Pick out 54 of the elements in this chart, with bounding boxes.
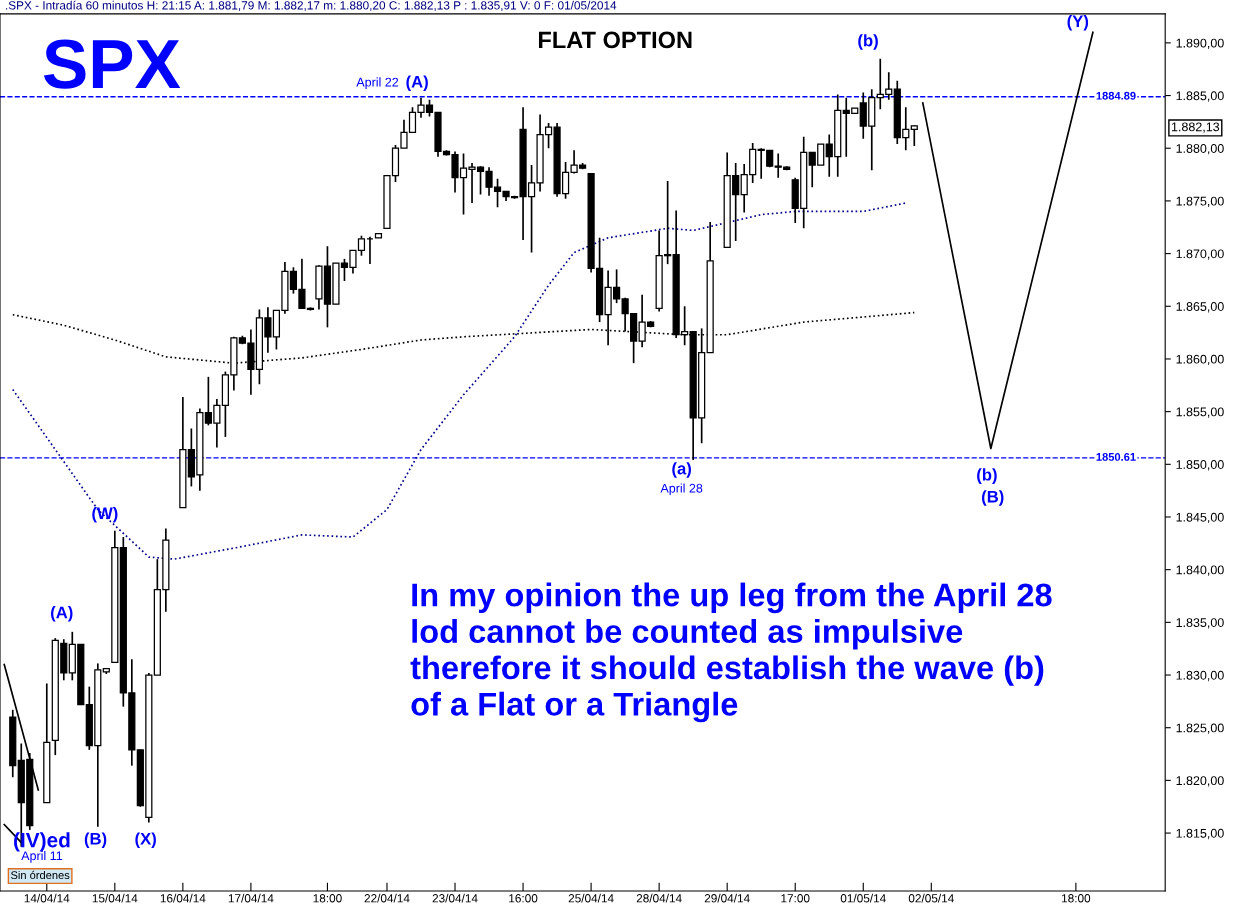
annotation: April 22 — [356, 77, 399, 90]
text: FLAT OPTION — [538, 31, 692, 49]
x-tick-label: 15/04/14 — [92, 893, 138, 903]
y-tick-label: 1.835,00 — [1176, 618, 1224, 629]
y-tick-label: 1.890,00 — [1176, 38, 1224, 49]
y-tick-label: 1.855,00 — [1176, 407, 1224, 418]
annotation: April 11 — [21, 850, 63, 863]
text: .SPX - Intradía 60 minutos H: 21:15 A: 1.881,79 M: 1.882,17 m: 1.880,20 C: 1.882,13 P : 1.835,91 V: 0 F: 01/05/2014 — [6, 0, 617, 11]
x-tick-label: 17:00 — [781, 894, 810, 903]
y-tick-label: 1.845,00 — [1176, 512, 1224, 524]
ref-line-label: 1850.61 — [1096, 453, 1136, 461]
y-tick-label: 1.815,00 — [1176, 828, 1224, 840]
annotation: (b) — [977, 468, 997, 484]
x-tick-label: 17/04/14 — [228, 893, 274, 903]
x-tick-label: 25/04/14 — [568, 893, 614, 903]
x-tick-label: 02/05/14 — [908, 893, 954, 903]
y-tick-label: 1.875,00 — [1176, 196, 1224, 208]
y-tick-label: 1.885,00 — [1176, 91, 1224, 102]
annotation: (Y) — [1067, 14, 1089, 31]
annotation: (a) — [672, 462, 691, 478]
x-tick-label: 29/04/14 — [704, 893, 750, 903]
annotation: (A) — [51, 606, 73, 622]
y-tick-label: 1.870,00 — [1176, 249, 1224, 260]
annotation: (B) — [84, 832, 107, 848]
annotation: (B) — [982, 490, 1004, 506]
x-tick-label: 16:00 — [509, 894, 538, 903]
x-tick-label: 28/04/14 — [636, 893, 682, 903]
x-tick-label: 22/04/14 — [364, 893, 410, 903]
annotation: SPX — [43, 39, 181, 89]
x-tick-label: 18:00 — [1062, 894, 1091, 903]
y-tick-label: 1.825,00 — [1176, 723, 1224, 734]
annotation: (X) — [135, 832, 156, 848]
y-tick-label: 1.860,00 — [1176, 354, 1224, 366]
text: 1.882,13 — [1171, 122, 1220, 133]
x-tick-label: 18:00 — [313, 894, 342, 903]
ref-line-label: 1884.89 — [1096, 91, 1136, 100]
x-tick-label: 16/04/14 — [160, 893, 206, 903]
y-tick-label: 1.840,00 — [1176, 565, 1224, 576]
annotation: (A) — [406, 75, 428, 91]
y-tick-label: 1.865,00 — [1176, 302, 1224, 313]
x-tick-label: 23/04/14 — [432, 893, 478, 903]
annotation: April 28 — [660, 483, 703, 496]
x-tick-label: 01/05/14 — [840, 893, 886, 903]
y-tick-label: 1.820,00 — [1176, 776, 1224, 787]
candlestick — [910, 124, 918, 147]
line-series — [11, 202, 907, 560]
annotation: (b) — [858, 34, 878, 50]
annotation: (W) — [92, 506, 118, 523]
y-tick-label: 1.880,00 — [1176, 144, 1224, 155]
annotation: Sin órdenes — [10, 870, 70, 880]
y-tick-label: 1.850,00 — [1176, 460, 1224, 471]
annotation: In my opinion the up leg from the April 28 lod cannot be counted as impulsive therefore it should establish the wave (b) of a Flat or a Triangle — [410, 582, 1052, 723]
x-tick-label: 14/04/14 — [24, 893, 70, 903]
y-tick-label: 1.830,00 — [1176, 670, 1224, 682]
